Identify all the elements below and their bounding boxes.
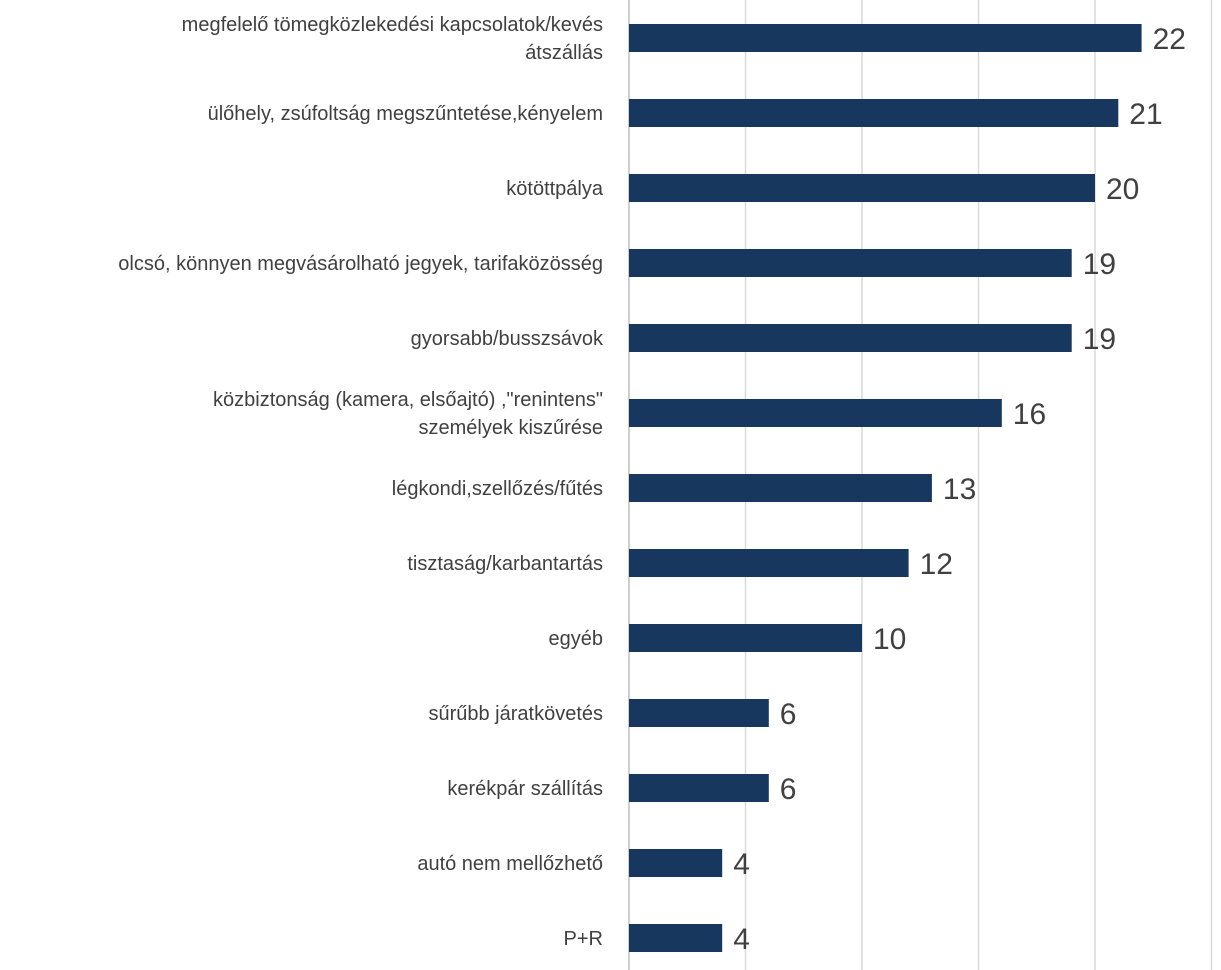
category-label: P+R (564, 928, 603, 950)
category-label: autó nem mellőzhető (417, 853, 603, 875)
data-label: 21 (1129, 98, 1162, 131)
category-label: kötöttpálya (506, 178, 604, 200)
data-label: 4 (733, 848, 750, 881)
bar (629, 699, 769, 727)
data-labels: 22 21 20 19 19 16 13 12 10 6 6 4 4 (733, 23, 1186, 956)
bars (629, 24, 1142, 952)
bar (629, 324, 1072, 352)
category-label: tisztaság/karbantartás (407, 553, 603, 575)
category-label: ülőhely, zsúfoltság megszűntetése,kényel… (208, 103, 603, 125)
category-label: egyéb (549, 628, 604, 650)
bar (629, 549, 909, 577)
category-label: olcsó, könnyen megvásárolható jegyek, ta… (118, 253, 603, 275)
data-label: 20 (1106, 173, 1139, 206)
data-label: 19 (1083, 323, 1116, 356)
category-labels: megfelelő tömegközlekedési kapcsolatok/k… (118, 14, 604, 950)
data-label: 13 (943, 473, 976, 506)
bar (629, 174, 1095, 202)
data-label: 19 (1083, 248, 1116, 281)
bar (629, 24, 1142, 52)
bar (629, 99, 1119, 127)
bar (629, 249, 1072, 277)
bar (629, 399, 1002, 427)
category-label: közbiztonság (kamera, elsőajtó) ,"renint… (213, 389, 603, 439)
data-label: 6 (780, 773, 797, 806)
bar (629, 624, 862, 652)
category-label: megfelelő tömegközlekedési kapcsolatok/k… (182, 14, 603, 64)
data-label: 22 (1153, 23, 1186, 56)
data-label: 10 (873, 623, 906, 656)
bar (629, 474, 932, 502)
bar (629, 774, 769, 802)
data-label: 6 (780, 698, 797, 731)
category-label: légkondi,szellőzés/fűtés (392, 478, 603, 500)
category-label: sűrűbb járatkövetés (428, 703, 603, 725)
category-label: gyorsabb/busszsávok (411, 328, 604, 350)
data-label: 4 (733, 923, 750, 956)
bar (629, 924, 723, 952)
bar (629, 849, 723, 877)
category-label: kerékpár szállítás (447, 778, 603, 800)
data-label: 12 (920, 548, 953, 581)
data-label: 16 (1013, 398, 1046, 431)
